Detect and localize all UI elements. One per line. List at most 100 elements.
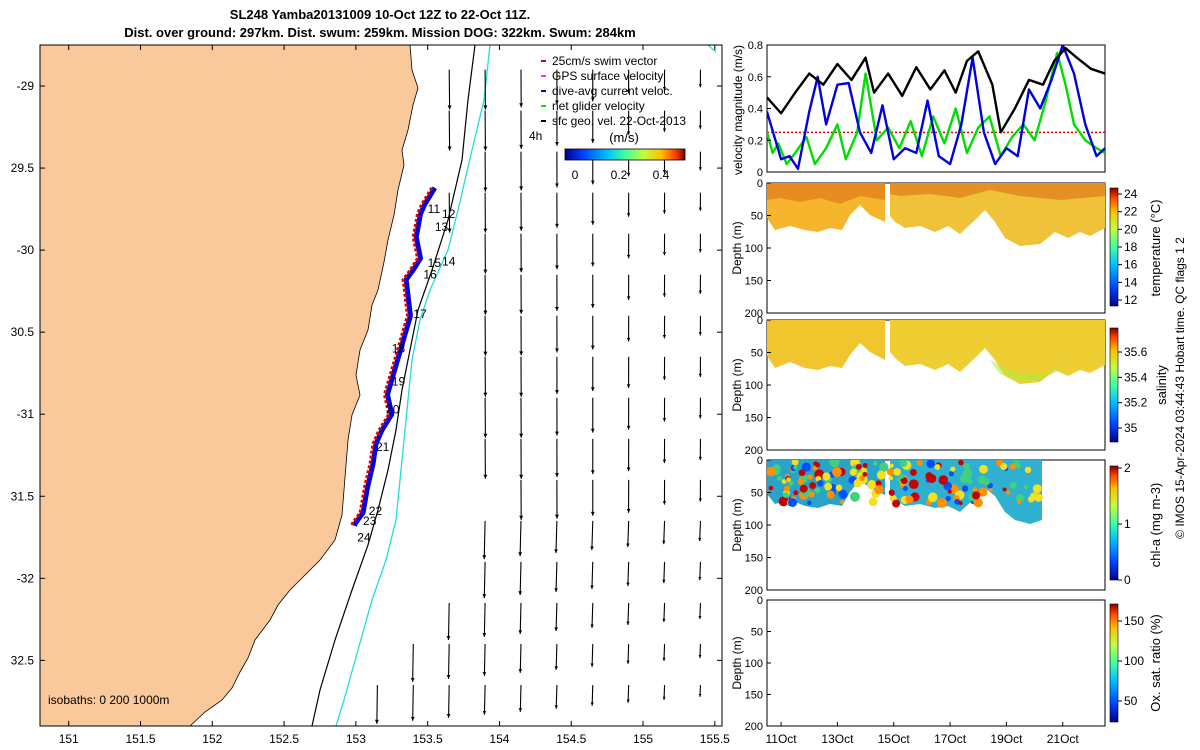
temperature-colorbar	[1109, 187, 1119, 307]
current-arrow-head	[698, 290, 702, 294]
current-arrow-head	[482, 594, 487, 599]
day-label: 12	[442, 207, 456, 221]
chla-patch	[855, 463, 862, 470]
chla-patch	[897, 477, 902, 482]
chla-patch	[829, 460, 840, 468]
day-label: 22	[369, 504, 383, 518]
chla-colorbar	[1109, 465, 1119, 581]
current-arrow-head	[554, 705, 558, 709]
chla-patch	[902, 486, 908, 492]
chla-patch	[1006, 490, 1011, 495]
current-arrow-head	[483, 187, 488, 192]
current-arrow-head	[626, 582, 630, 587]
map-y-tick-label: -29	[17, 79, 35, 93]
velocity-series	[767, 45, 1105, 171]
chla-patch	[798, 469, 806, 477]
depth-tick-label: 150	[745, 690, 763, 702]
depth-tick-label: 50	[751, 348, 763, 360]
colorbar-tick-label: 35.2	[1124, 396, 1148, 410]
salinity-deep	[990, 360, 1070, 382]
current-arrow-head	[590, 345, 595, 350]
current-arrow-head	[698, 415, 702, 419]
chla-patch	[879, 462, 889, 472]
current-arrow-head	[590, 387, 595, 392]
land-mass	[40, 45, 419, 726]
current-arrow	[663, 520, 666, 545]
chla-patch	[899, 473, 905, 479]
current-arrow-head	[519, 515, 524, 520]
current-arrow-head	[590, 304, 595, 308]
depth-tick-label: 200	[745, 585, 763, 597]
current-arrow-head	[698, 498, 702, 502]
temperature-y-axis: 0 50 100 150 200	[745, 178, 771, 320]
current-arrow	[591, 684, 594, 706]
chla-patch	[1034, 493, 1043, 502]
chla-patch	[958, 460, 964, 466]
map-y-tick-label: -31	[17, 407, 35, 421]
current-arrow-head	[698, 693, 702, 697]
time-label: 4h	[529, 129, 542, 143]
chla-patch	[786, 477, 791, 482]
current-arrow-head	[662, 618, 666, 622]
current-arrow-head	[555, 473, 559, 478]
current-arrow-head	[483, 269, 488, 274]
current-arrow-head	[590, 585, 594, 590]
current-arrow-head	[698, 125, 702, 129]
chla-patch	[958, 501, 963, 506]
isobath-shelf	[707, 45, 717, 53]
chla-patch	[809, 482, 817, 489]
oxygen-clabel: Ox. sat. ratio (%)	[1148, 614, 1163, 712]
current-arrow-head	[410, 716, 415, 721]
day-label: 21	[376, 440, 390, 454]
current-arrow-head	[626, 660, 630, 664]
colorbar-tick-label: 24	[1124, 187, 1138, 201]
current-arrow-head	[555, 141, 559, 146]
current-arrow-head	[482, 711, 487, 715]
current-arrow-head	[447, 146, 452, 151]
current-arrow-head	[662, 376, 667, 380]
chla-patch	[814, 487, 821, 494]
map-x-tick-label: 155.5	[700, 732, 730, 746]
current-arrow	[483, 520, 486, 560]
day-label: 17	[413, 307, 427, 321]
current-arrow	[412, 643, 414, 682]
oxygen-y-axis: 0 50 100 150 200	[745, 595, 771, 733]
current-arrow-head	[590, 624, 594, 628]
chla-patch	[972, 487, 978, 492]
current-arrow-head	[698, 615, 702, 620]
depth-tick-label: 0	[757, 178, 763, 190]
map-x-tick-label: 153.5	[413, 732, 443, 746]
depth-tick-label: 50	[751, 211, 763, 223]
current-arrow-head	[518, 552, 523, 557]
legend-label-gps: GPS surface velocity	[552, 69, 663, 83]
map-x-tick-label: 152.5	[269, 732, 299, 746]
colorbar-tick-label: 35.4	[1124, 370, 1148, 384]
current-arrow-head	[519, 309, 524, 314]
current-arrow-head	[626, 172, 631, 177]
current-arrow-head	[662, 293, 667, 297]
current-arrow-head	[698, 207, 702, 211]
colorbar-tick-label: 100	[1124, 654, 1144, 668]
velocity-y-tick-label: 0	[757, 167, 763, 179]
chla-patch	[972, 491, 981, 500]
colorbar-tick-label: 12	[1124, 293, 1138, 307]
current-arrow-head	[519, 474, 524, 479]
time-tick-label: 11Oct	[766, 732, 798, 746]
chla-patch	[767, 466, 776, 477]
current-arrow-head	[555, 390, 559, 395]
current-arrow-head	[555, 100, 559, 105]
speed-colorbar: (m/s) 0 0.2 0.4	[564, 130, 686, 182]
current-arrow	[519, 520, 522, 557]
chla-patch	[950, 466, 956, 472]
figure-title-line1: SL248 Yamba20131009 10-Oct 12Z to 22-Oct…	[229, 7, 531, 22]
current-arrow-head	[626, 384, 631, 389]
current-arrow-head	[446, 713, 451, 718]
current-arrow-head	[555, 183, 559, 188]
chla-patch	[1024, 466, 1032, 474]
chla-patch	[962, 468, 973, 479]
current-arrow-head	[483, 228, 488, 233]
current-arrow-head	[626, 254, 631, 259]
current-arrow-head	[662, 657, 666, 661]
map-y-tick-label: -30	[17, 243, 35, 257]
